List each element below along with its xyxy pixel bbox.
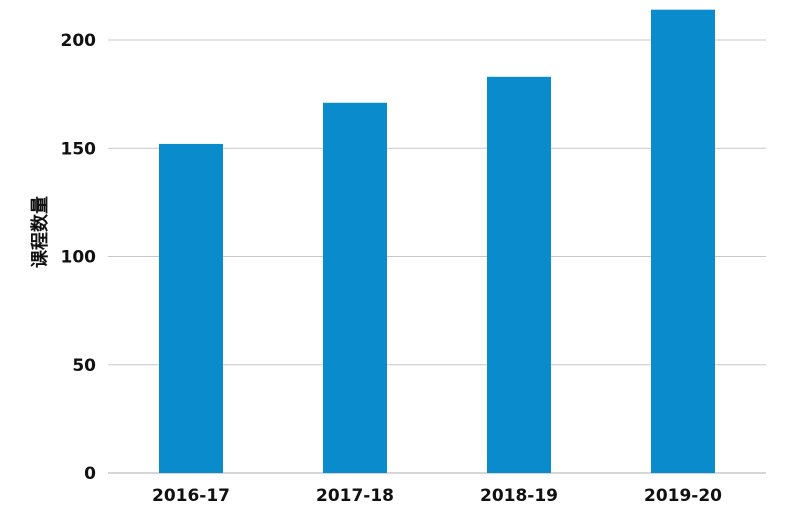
- bar-2016-17: [159, 143, 223, 474]
- bar-2019-20: [651, 9, 715, 473]
- bar-2017-18: [323, 102, 387, 473]
- y-tick-labels: 0 50 100 150 200: [61, 31, 97, 484]
- y-tick-label-150: 150: [61, 139, 97, 159]
- y-axis-title: 课程数量: [29, 196, 51, 268]
- x-tick-label-2019-20: 2019-20: [644, 486, 722, 506]
- y-tick-label-0: 0: [84, 464, 96, 484]
- x-tick-labels: 2016-17 2017-18 2018-19 2019-20: [152, 486, 722, 506]
- bar-2018-19: [487, 76, 551, 474]
- x-tick-label-2018-19: 2018-19: [480, 486, 558, 506]
- bars: [159, 9, 715, 474]
- x-tick-label-2017-18: 2017-18: [316, 486, 394, 506]
- y-tick-label-100: 100: [61, 248, 97, 268]
- y-tick-label-50: 50: [72, 356, 96, 376]
- y-tick-label-200: 200: [61, 31, 97, 51]
- x-tick-label-2016-17: 2016-17: [152, 486, 230, 506]
